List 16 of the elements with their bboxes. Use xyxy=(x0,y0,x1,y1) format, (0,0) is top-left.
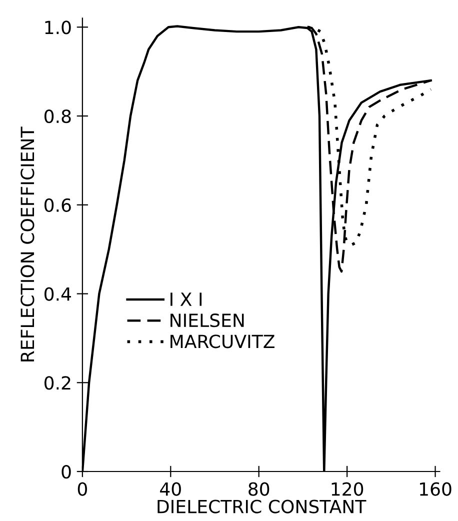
x-tick-label: 80 xyxy=(248,482,270,496)
legend-label: MARCUVITZ xyxy=(170,334,274,348)
y-tick-label: 0.2 xyxy=(44,376,70,390)
y-tick-label: 0.4 xyxy=(44,287,72,301)
x-tick-label: 160 xyxy=(420,482,452,496)
y-tick-label: 0.8 xyxy=(44,109,71,124)
y-tick-label: 0.6 xyxy=(44,198,71,212)
y-tick-label: 0 xyxy=(62,464,71,479)
y-axis-title: REFLECTION COEFFICIENT xyxy=(20,126,34,362)
x-axis-title: DIELECTRIC CONSTANT xyxy=(158,500,366,514)
x-tick-label: 0 xyxy=(78,482,87,496)
x-tick-label: 120 xyxy=(332,482,364,496)
legend-label: NIELSEN xyxy=(170,314,244,328)
y-tick-label: 1.0 xyxy=(45,20,71,34)
legend-label: I X I xyxy=(170,292,202,306)
x-tick-label: 40 xyxy=(160,482,181,496)
